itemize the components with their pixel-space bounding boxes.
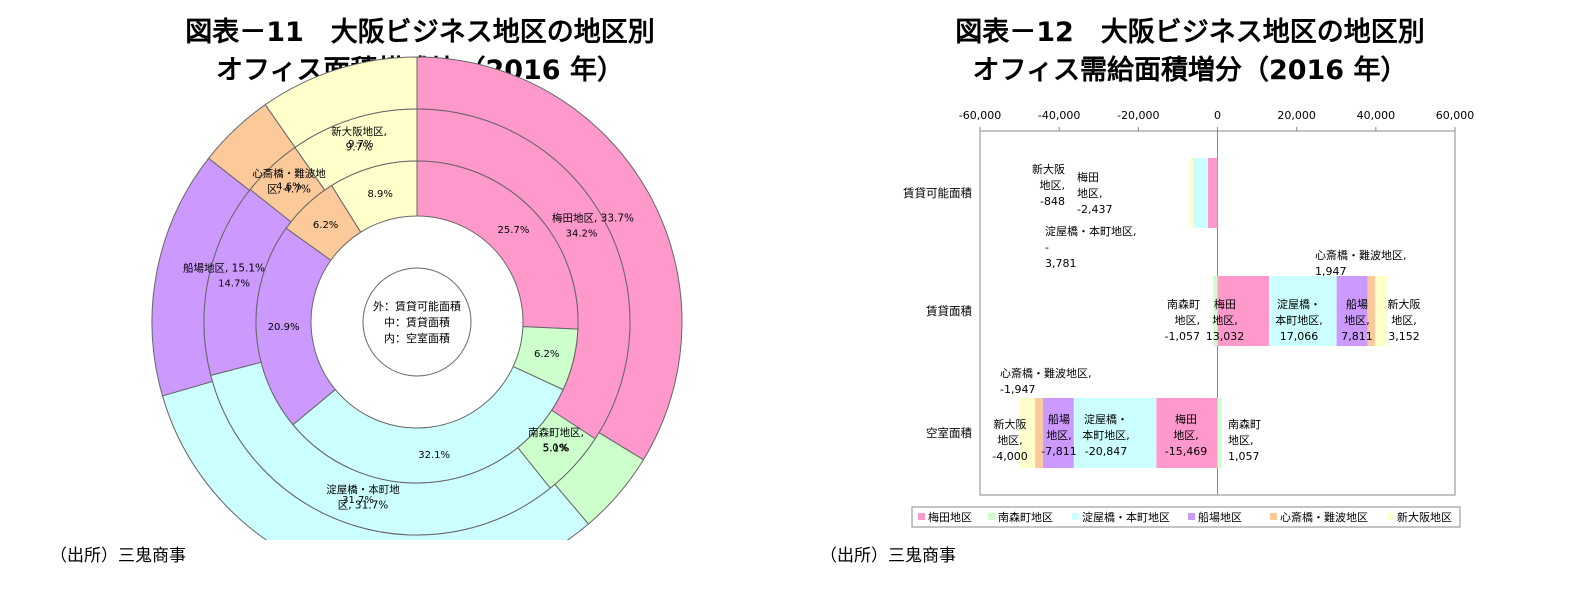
- bar-3-6: [1019, 398, 1036, 468]
- bar-category-label-3: 空室面積: [926, 426, 972, 440]
- donut-outer-label-2: 南森町地区, 5.1%: [528, 426, 584, 454]
- bar-legend-swatch-4: [1188, 513, 1195, 520]
- bar-data-label-10: 梅田地区, -15,469: [1165, 412, 1207, 458]
- bar-1-3: [1192, 158, 1208, 228]
- bar-legend-label-1: 梅田地区: [928, 510, 972, 524]
- bar-legend-label-4: 船場地区: [1198, 510, 1242, 524]
- bar-legend-swatch-5: [1270, 513, 1277, 520]
- bar-data-label-7: 新大阪地区, 3,152: [1388, 297, 1421, 343]
- bar-data-label-1: 梅田地区, -2,437: [1077, 170, 1112, 216]
- bar-x-tick-label-2: -40,000: [1038, 109, 1080, 122]
- bar-x-tick-label-5: 20,000: [1277, 109, 1316, 122]
- bar-legend-label-5: 心斎橋・難波地区: [1280, 510, 1368, 524]
- bar-legend-swatch-6: [1387, 513, 1394, 520]
- bar-3-4: [1042, 398, 1074, 468]
- bar-data-label-13: 新大阪地区, -4,000: [992, 417, 1027, 463]
- left-chart-title-line1: 図表－11 大阪ビジネス地区の地区別: [185, 17, 655, 48]
- bar-data-label-6: 船場地区, 7,811: [1341, 297, 1373, 343]
- bar-legend-label-3: 淀屋橋・本町地区: [1082, 510, 1170, 524]
- bar-data-label-2: 新大阪地区, -848: [1032, 162, 1065, 208]
- bar-x-tick-label-6: 40,000: [1357, 109, 1396, 122]
- donut-ring2-label-6: 9.7%: [348, 139, 373, 150]
- bar-category-label-2: 賃貸面積: [926, 304, 972, 318]
- donut-outer-label-3: 淀屋橋・本町地区, 31.7%: [326, 483, 400, 511]
- bar-legend-swatch-3: [1072, 513, 1079, 520]
- donut-ring3-label-1: 25.7%: [498, 225, 530, 236]
- bar-legend-swatch-2: [988, 513, 995, 520]
- donut-ring3-label-5: 6.2%: [313, 220, 338, 231]
- bar-x-tick-label-3: -20,000: [1117, 109, 1159, 122]
- bar-3-3: [1073, 398, 1157, 468]
- bar-data-label-15: 心斎橋・難波地区, -1,947: [1000, 366, 1092, 396]
- donut-ring3-label-4: 20.9%: [268, 322, 300, 333]
- right-source-note: （出所）三鬼商事: [820, 546, 956, 566]
- donut-outer-label-4: 船場地区, 15.1%: [183, 262, 265, 275]
- bar-data-label-3: 淀屋橋・本町地区, -3,781: [1045, 224, 1137, 270]
- right-chart-title-line1: 図表－12 大阪ビジネス地区の地区別: [955, 17, 1425, 48]
- bar-x-tick-label-1: -60,000: [959, 109, 1001, 122]
- bar-2-1: [1217, 276, 1270, 346]
- donut-ring2-label-1: 34.2%: [566, 229, 598, 240]
- right-chart-title-line2: オフィス需給面積増分（2016 年）: [972, 55, 1408, 86]
- donut-outer-label-5: 心斎橋・難波地区, 4.7%: [252, 167, 326, 195]
- bar-3-5: [1035, 398, 1043, 468]
- donut-ring3-label-2: 6.2%: [534, 349, 559, 360]
- bar-legend-label-6: 新大阪地区: [1397, 510, 1452, 524]
- donut-outer-label-6: 新大阪地区, 9.7%: [331, 125, 387, 153]
- donut-ring3-label-3: 32.1%: [418, 450, 450, 461]
- bar-2-4: [1336, 276, 1368, 346]
- bar-legend-swatch-1: [918, 513, 925, 520]
- bar-data-label-11: 淀屋橋・本町地区, -20,847: [1082, 412, 1130, 458]
- bar-x-tick-label-4: 0: [1214, 109, 1221, 122]
- bar-data-label-4: 梅田地区, 13,032: [1206, 297, 1245, 343]
- bar-2-3: [1269, 276, 1337, 346]
- bar-2-5: [1367, 276, 1376, 346]
- donut-ring2-label-5: 4.6%: [276, 181, 301, 192]
- bar-legend: [911, 506, 1461, 528]
- donut-ring3-slice-6: [330, 160, 418, 233]
- bar-data-label-14: 南森町地区, 1,057: [1228, 417, 1261, 463]
- donut-ring2-label-2: 5.0%: [543, 443, 568, 454]
- donut-ring3-label-6: 8.9%: [367, 189, 392, 200]
- bar-1-1: [1207, 158, 1218, 228]
- bar-data-label-5: 淀屋橋・本町地区, 17,066: [1275, 297, 1323, 343]
- bar-chart: -60,000 -40,000 -20,000 0 20,000 40,000 60,000…: [903, 109, 1475, 528]
- bar-legend-label-2: 南森町地区: [998, 510, 1053, 524]
- donut-center-hole: [362, 267, 472, 377]
- donut-outer-label-1: 梅田地区, 33.7%: [552, 212, 634, 225]
- bar-3-1: [1156, 398, 1218, 468]
- bar-data-label-8: 南森町地区, -1,057: [1165, 297, 1200, 343]
- right-chart-title: 図表－12 大阪ビジネス地区の地区別 オフィス需給面積増分（2016 年）: [870, 14, 1510, 90]
- bar-data-label-12: 船場地区, -7,811: [1041, 412, 1076, 458]
- bar-x-tick-label-7: 60,000: [1436, 109, 1475, 122]
- bar-2-6: [1375, 276, 1388, 346]
- bar-1-6: [1189, 158, 1193, 228]
- bar-category-label-1: 賃貸可能面積: [903, 186, 972, 200]
- bar-2-2: [1213, 276, 1218, 346]
- donut-ring3-slice-1: [416, 160, 579, 330]
- donut-chart: 34.2% 5.0% 31.7% 14.7% 4.6% 9.7% 25.7% 6.2% 32.1…: [151, 56, 683, 540]
- donut-ring2-label-3: 31.7%: [342, 495, 374, 506]
- bar-3-2: [1217, 398, 1222, 468]
- left-source-note: （出所）三鬼商事: [50, 546, 186, 566]
- donut-ring3-slice-3: [292, 365, 564, 484]
- donut-ring2-label-4: 14.7%: [218, 279, 250, 290]
- donut-center-label: 外：賃貸可能面積中：賃貸面積内：空室面積: [373, 299, 461, 345]
- bar-data-label-9: 心斎橋・難波地区, 1,947: [1315, 248, 1407, 278]
